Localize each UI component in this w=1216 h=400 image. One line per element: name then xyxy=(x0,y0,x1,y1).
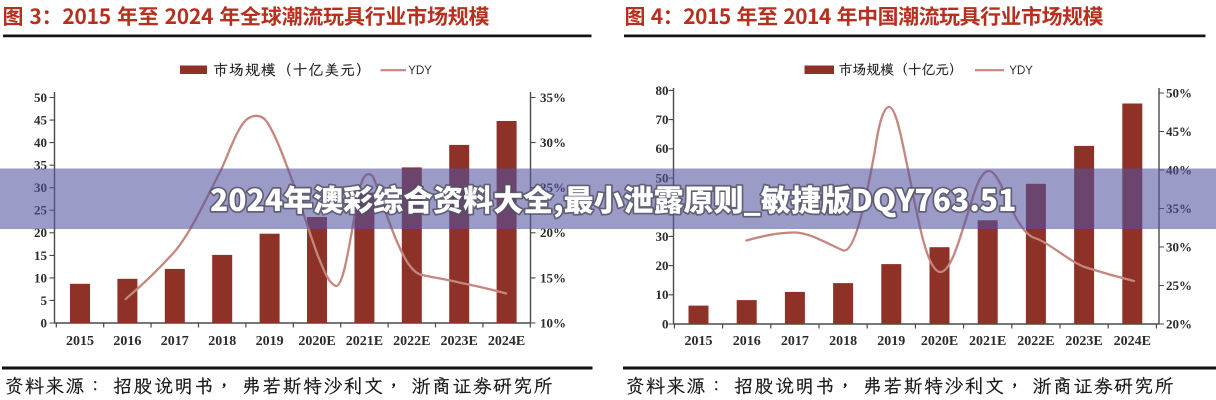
svg-text:50%: 50% xyxy=(1166,85,1192,100)
svg-text:30%: 30% xyxy=(1166,239,1192,254)
svg-text:15%: 15% xyxy=(540,270,566,285)
svg-text:2015: 2015 xyxy=(685,334,713,349)
svg-text:15: 15 xyxy=(34,248,48,263)
svg-text:70: 70 xyxy=(656,112,669,127)
svg-text:2022E: 2022E xyxy=(1017,334,1054,349)
svg-text:2018: 2018 xyxy=(208,334,236,349)
svg-text:2022E: 2022E xyxy=(393,334,430,349)
svg-text:2020E: 2020E xyxy=(298,334,335,349)
svg-text:0: 0 xyxy=(41,315,48,330)
svg-text:2023E: 2023E xyxy=(1065,334,1102,349)
svg-text:5: 5 xyxy=(41,293,48,308)
svg-text:30%: 30% xyxy=(540,135,566,150)
svg-text:2016: 2016 xyxy=(113,334,141,349)
svg-text:2024E: 2024E xyxy=(488,334,525,349)
svg-text:10: 10 xyxy=(656,287,669,302)
svg-text:2023E: 2023E xyxy=(441,334,478,349)
svg-text:2021E: 2021E xyxy=(969,334,1006,349)
svg-text:2017: 2017 xyxy=(161,334,189,349)
svg-text:2021E: 2021E xyxy=(346,334,383,349)
svg-text:50: 50 xyxy=(34,90,47,105)
svg-text:30: 30 xyxy=(656,229,669,244)
svg-text:45%: 45% xyxy=(1166,124,1192,139)
svg-text:40: 40 xyxy=(34,135,47,150)
svg-text:20%: 20% xyxy=(1166,316,1192,331)
svg-text:2015: 2015 xyxy=(66,334,94,349)
svg-text:25%: 25% xyxy=(1166,278,1192,293)
svg-text:2024E: 2024E xyxy=(1114,334,1151,349)
svg-text:2019: 2019 xyxy=(877,334,905,349)
svg-text:80: 80 xyxy=(656,83,669,98)
svg-text:45: 45 xyxy=(34,113,48,128)
svg-text:2020E: 2020E xyxy=(921,334,958,349)
svg-text:10%: 10% xyxy=(540,315,566,330)
svg-text:2019: 2019 xyxy=(256,334,284,349)
svg-text:2017: 2017 xyxy=(781,334,809,349)
svg-text:2018: 2018 xyxy=(829,334,857,349)
svg-text:35%: 35% xyxy=(540,90,566,105)
svg-text:10: 10 xyxy=(34,270,47,285)
svg-text:0: 0 xyxy=(662,316,669,331)
svg-text:20: 20 xyxy=(656,258,669,273)
svg-text:2016: 2016 xyxy=(733,334,761,349)
svg-text:60: 60 xyxy=(656,141,669,156)
